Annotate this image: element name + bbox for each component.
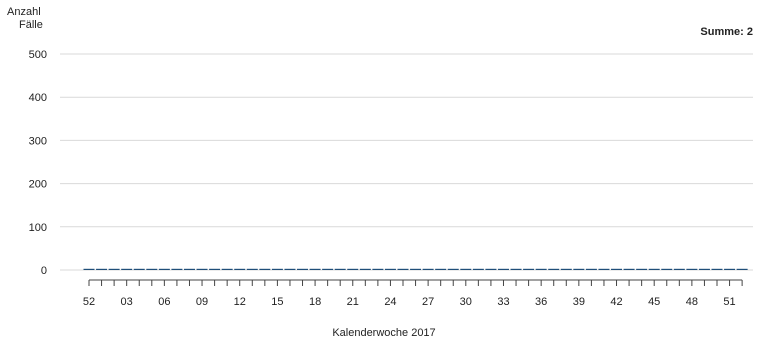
- bar: [384, 268, 396, 270]
- y-tick-label: 400: [29, 92, 47, 104]
- bar: [146, 268, 158, 270]
- bar: [322, 268, 334, 270]
- x-tick-label: 39: [573, 296, 585, 308]
- bar: [108, 268, 120, 270]
- bar: [372, 268, 384, 270]
- x-tick-label: 27: [422, 296, 434, 308]
- bar: [724, 268, 736, 270]
- x-tick-label: 18: [309, 296, 321, 308]
- bar: [158, 268, 170, 270]
- bar: [121, 268, 133, 270]
- bar: [334, 268, 346, 270]
- bar: [347, 268, 359, 270]
- bar: [686, 268, 698, 270]
- bar: [497, 268, 509, 270]
- bar: [183, 268, 195, 270]
- x-tick-label: 45: [648, 296, 660, 308]
- bar: [535, 268, 547, 270]
- bar: [435, 268, 447, 270]
- bar: [648, 268, 660, 270]
- bar: [246, 268, 258, 270]
- bar: [548, 268, 560, 270]
- bar: [447, 268, 459, 270]
- x-tick-label: 36: [535, 296, 547, 308]
- bar: [585, 268, 597, 270]
- bar: [460, 268, 472, 270]
- x-tick-label: 09: [196, 296, 208, 308]
- y-tick-label: 300: [29, 135, 47, 147]
- bar: [410, 268, 422, 270]
- x-tick-label: 48: [686, 296, 698, 308]
- bar: [573, 268, 585, 270]
- x-tick-label: 24: [384, 296, 396, 308]
- y-axis-label-line2: Fälle: [19, 19, 43, 31]
- bar: [673, 268, 685, 270]
- x-tick-label: 03: [121, 296, 133, 308]
- y-tick-label: 0: [41, 265, 47, 277]
- bar: [83, 268, 95, 270]
- bar: [271, 268, 283, 270]
- bar: [661, 268, 673, 270]
- bar: [171, 268, 183, 270]
- x-tick-label: 15: [271, 296, 283, 308]
- bar: [209, 268, 221, 270]
- x-tick-label: 52: [83, 296, 95, 308]
- bar: [523, 268, 535, 270]
- y-tick-label: 100: [29, 222, 47, 234]
- bar: [485, 268, 497, 270]
- bar: [472, 268, 484, 270]
- x-tick-label: 12: [234, 296, 246, 308]
- y-axis-label-line1: Anzahl: [7, 6, 41, 18]
- x-tick-label: 51: [723, 296, 735, 308]
- bar: [96, 268, 108, 270]
- bar: [560, 268, 572, 270]
- bar: [510, 268, 522, 270]
- x-tick-label: 06: [158, 296, 170, 308]
- bar: [422, 268, 434, 270]
- bar: [221, 268, 233, 270]
- bar: [636, 268, 648, 270]
- bar: [359, 268, 371, 270]
- bar: [196, 268, 208, 270]
- y-tick-label: 200: [29, 179, 47, 191]
- bar: [234, 268, 246, 270]
- bar: [397, 268, 409, 270]
- x-axis-label: Kalenderwoche 2017: [332, 327, 436, 339]
- bar: [297, 268, 309, 270]
- bar: [698, 268, 710, 270]
- y-tick-label: 500: [29, 49, 47, 61]
- total-count: Summe: 2: [700, 26, 753, 38]
- bar: [284, 268, 296, 270]
- bar: [736, 268, 748, 270]
- x-tick-label: 21: [347, 296, 359, 308]
- x-tick-label: 30: [460, 296, 472, 308]
- bar: [611, 268, 623, 270]
- bar: [133, 268, 145, 270]
- bar: [711, 268, 723, 270]
- bar: [309, 268, 321, 270]
- bar: [623, 268, 635, 270]
- x-tick-label: 33: [497, 296, 509, 308]
- bar: [598, 268, 610, 270]
- bar: [259, 268, 271, 270]
- x-tick-label: 42: [610, 296, 622, 308]
